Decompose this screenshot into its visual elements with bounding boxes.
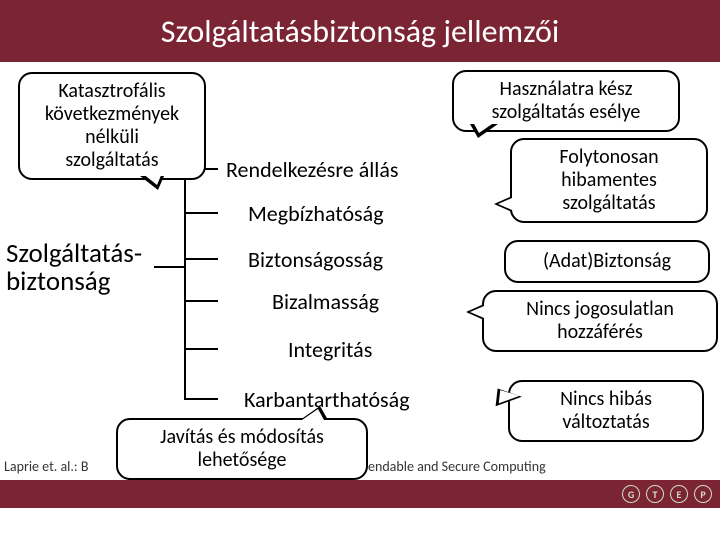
tree-br2 [184,212,218,214]
footer-icon-e: E [670,485,688,503]
callout-nochange-text: Nincs hibásváltoztatás [560,387,652,434]
callout-continuous-tail-fill [498,198,512,210]
callout-repair: Javítás és módosításlehetősége [116,418,368,480]
callout-noaccess-text: Nincs jogosulatlanhozzáférés [526,297,674,344]
title-bar: Szolgáltatásbiztonság jellemzői [0,0,720,62]
diagram-area: Szolgáltatás- biztonság Rendelkezésre ál… [0,68,720,508]
callout-catastrophic: Katasztrofáliskövetkezményeknélküliszolg… [18,72,206,180]
tree-br4 [184,300,218,302]
citation-left: Laprie et. al.: B [4,458,88,475]
citation-right: endable and Secure Computing [368,458,546,475]
callout-repair-text: Javítás és módosításlehetősége [160,425,324,472]
callout-ready-text: Használatra készszolgáltatás esélye [492,77,641,124]
callout-security: (Adat)Biztonság [504,240,710,283]
tree-hline-root [154,266,184,268]
callout-repair-tail-fill [302,409,324,420]
footer-icon-g: G [622,485,640,503]
footer-icon-p: P [694,485,712,503]
callout-continuous: Folytonosanhibamentesszolgáltatás [510,138,708,223]
tree-vspine [184,168,186,400]
tree-root-line2: biztonság [6,265,110,298]
tree-br5 [184,348,218,350]
attr-safety: Biztonságosság [248,246,383,273]
page-title: Szolgáltatásbiztonság jellemzői [161,12,559,51]
footer-bar: G T E P [0,480,720,508]
callout-noaccess: Nincs jogosulatlanhozzáférés [482,290,718,352]
callout-catastrophic-text: Katasztrofáliskövetkezményeknélküliszolg… [45,79,179,172]
callout-security-text: (Adat)Biztonság [543,249,671,273]
tree-br6 [184,398,218,400]
callout-continuous-text: Folytonosanhibamentesszolgáltatás [559,145,658,215]
callout-nochange: Nincs hibásváltoztatás [508,380,704,442]
callout-ready-tail-fill [473,122,495,133]
callout-catastrophic-tail-fill [142,173,162,185]
attr-integrity: Integritás [288,336,372,363]
attr-reliability: Megbízhatóság [248,200,384,227]
footer-icon-t: T [646,485,664,503]
callout-noaccess-tail-fill [470,306,484,318]
attr-confidentiality: Bizalmasság [272,288,379,315]
tree-root: Szolgáltatás- biztonság [6,240,142,297]
attr-availability: Rendelkezésre állás [226,156,398,183]
tree-br3 [184,258,218,260]
